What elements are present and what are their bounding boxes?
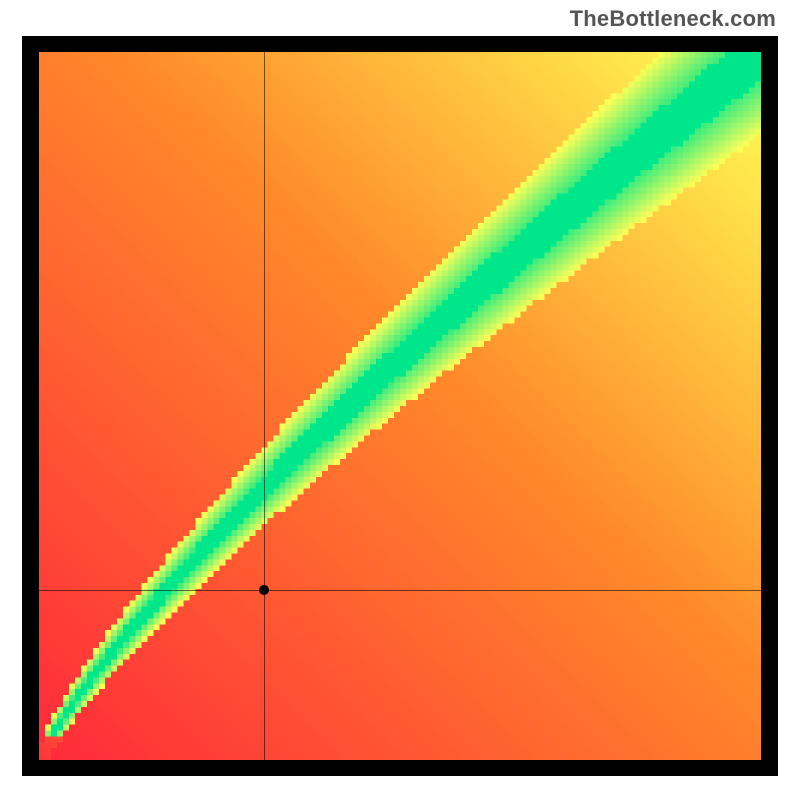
- heatmap-canvas: [39, 52, 761, 760]
- watermark-label: TheBottleneck.com: [570, 6, 776, 32]
- crosshair-vertical: [264, 52, 265, 760]
- chart-container: TheBottleneck.com: [0, 0, 800, 800]
- crosshair-horizontal: [39, 590, 761, 591]
- plot-inner: [39, 52, 761, 760]
- crosshair-marker: [259, 585, 269, 595]
- plot-frame: [22, 36, 778, 776]
